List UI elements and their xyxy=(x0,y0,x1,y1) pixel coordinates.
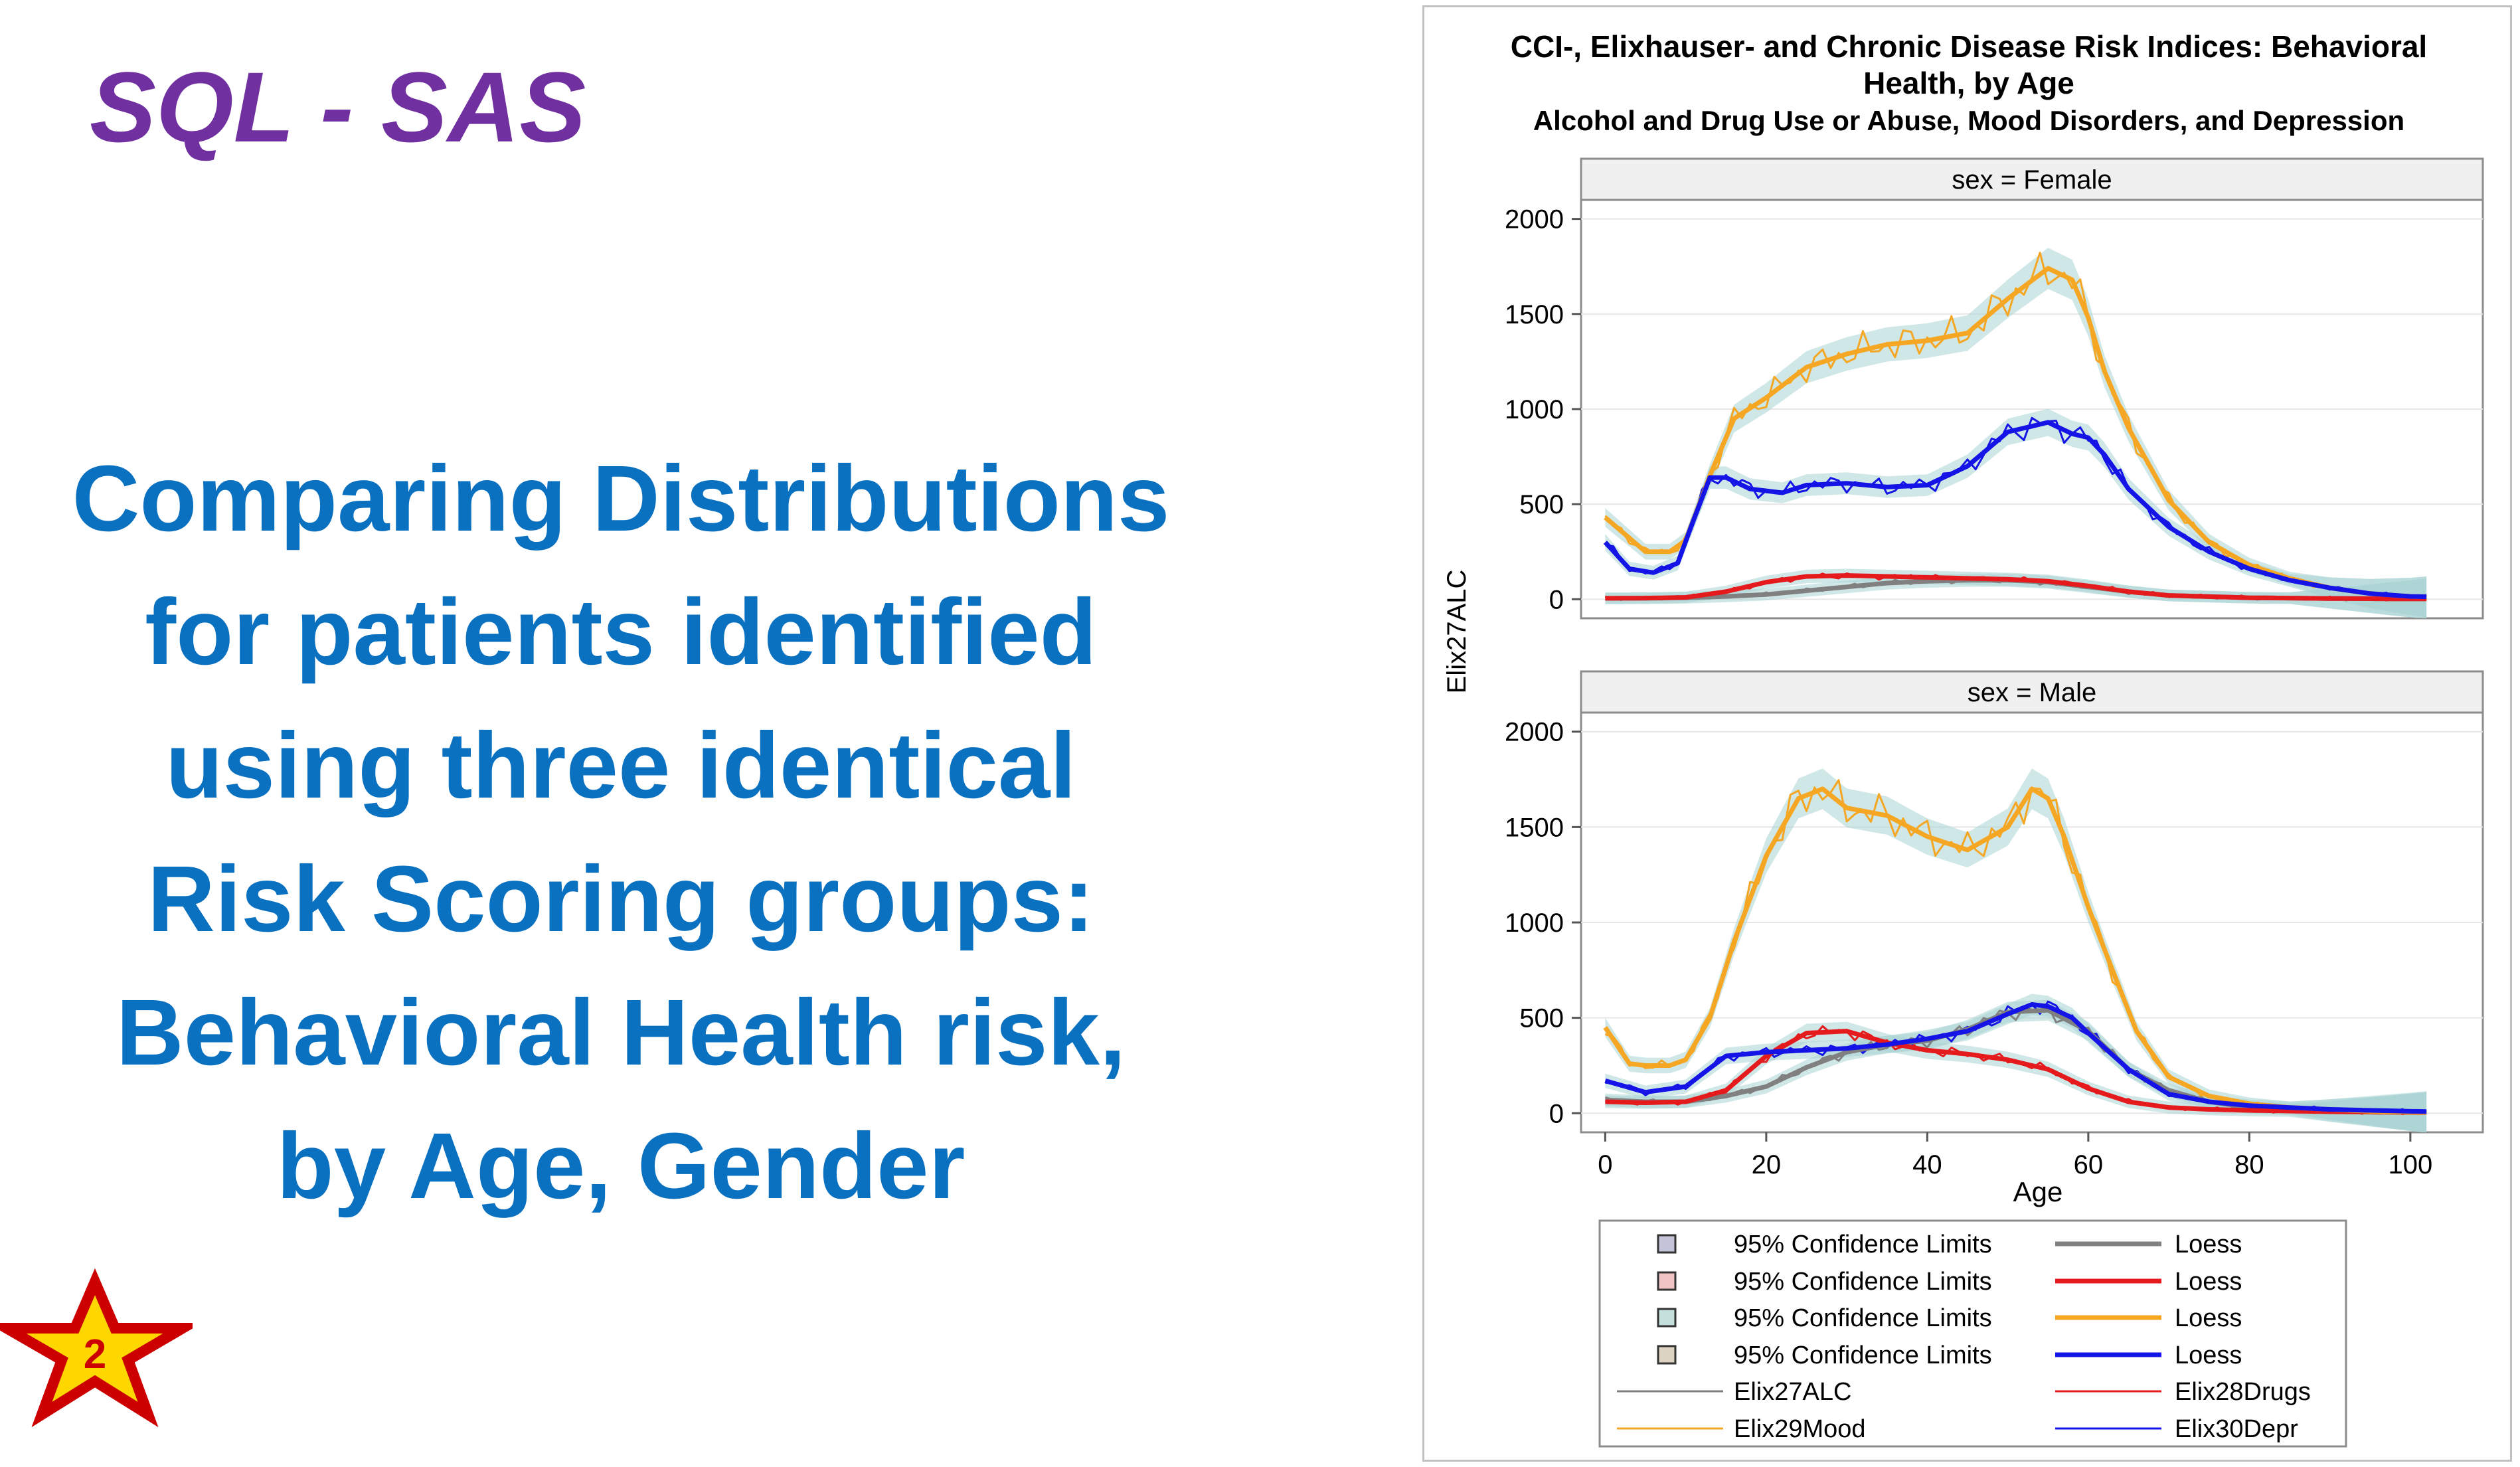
y-tick-label: 500 xyxy=(1519,1004,1564,1033)
panel-strip-label: sex = Female xyxy=(1952,165,2112,195)
legend-label: 95% Confidence Limits xyxy=(1734,1341,1992,1369)
y-tick-label: 0 xyxy=(1549,1099,1564,1128)
panel-2: sex = Male 0 500 1000 1500 2000 xyxy=(1505,670,2484,1134)
legend-swatch-band xyxy=(1657,1345,1677,1365)
x-tick-label: 40 xyxy=(1912,1150,1942,1179)
body-line-5: Behavioral Health risk, xyxy=(116,980,1126,1084)
loess-chart: CCI-, Elixhauser- and Chronic Disease Ri… xyxy=(1442,29,2484,1448)
chart-title-line-1: CCI-, Elixhauser- and Chronic Disease Ri… xyxy=(1511,29,2427,64)
y-tick-label: 2000 xyxy=(1505,205,1564,234)
star-badge-icon: 2 xyxy=(0,1268,193,1428)
confidence-band xyxy=(1605,573,2427,618)
legend-swatch-band xyxy=(1657,1234,1677,1254)
y-tick-label: 500 xyxy=(1519,490,1564,519)
loess-line-elix28drugs xyxy=(1605,1029,2427,1115)
x-axis-label: Age xyxy=(2013,1176,2063,1207)
y-tick-label: 1000 xyxy=(1505,908,1564,938)
body-line-3: using three identical xyxy=(165,713,1076,818)
legend-swatch-band xyxy=(1657,1308,1677,1328)
legend-label: Elix30Depr xyxy=(2175,1415,2298,1443)
slide-title: SQL - SAS xyxy=(90,51,586,163)
x-tick-label: 60 xyxy=(2074,1150,2104,1179)
y-tick-label: 1500 xyxy=(1505,300,1564,329)
legend-label: Loess xyxy=(2175,1231,2242,1258)
y-tick-label: 1500 xyxy=(1505,813,1564,842)
x-tick-label: 80 xyxy=(2234,1150,2264,1179)
legend-label: Loess xyxy=(2175,1268,2242,1296)
legend-label: Elix27ALC xyxy=(1734,1378,1851,1406)
legend-label: Loess xyxy=(2175,1304,2242,1332)
star-shape xyxy=(0,1268,193,1428)
confidence-band xyxy=(1605,568,2427,618)
legend-label: 95% Confidence Limits xyxy=(1734,1304,1992,1332)
y-tick-label: 0 xyxy=(1549,585,1564,614)
legend-label: Elix28Drugs xyxy=(2175,1378,2311,1406)
legend-label: 95% Confidence Limits xyxy=(1734,1268,1992,1296)
legend-label: Elix29Mood xyxy=(1734,1415,1866,1443)
panels-layer: sex = Female 0 500 1000 1500 2000 sex = Male 0 5… xyxy=(1505,157,2484,1134)
body-line-2: for patients identified xyxy=(145,579,1097,684)
legend-swatch-band xyxy=(1657,1271,1677,1291)
body-line-6: by Age, Gender xyxy=(276,1113,966,1218)
y-tick-label: 1000 xyxy=(1505,395,1564,424)
x-tick-label: 20 xyxy=(1752,1150,1782,1179)
panel-1: sex = Female 0 500 1000 1500 2000 xyxy=(1505,157,2484,620)
chart-subtitle: Alcohol and Drug Use or Abuse, Mood Diso… xyxy=(1533,105,2404,136)
chart-title-line-2: Health, by Age xyxy=(1863,66,2074,100)
body-line-4: Risk Scoring groups: xyxy=(147,846,1094,951)
y-tick-label: 2000 xyxy=(1505,718,1564,747)
panel-strip-label: sex = Male xyxy=(1968,678,2097,707)
chart-frame: CCI-, Elixhauser- and Chronic Disease Ri… xyxy=(1422,5,2512,1462)
star-number: 2 xyxy=(84,1332,106,1377)
legend-label: 95% Confidence Limits xyxy=(1734,1231,1992,1258)
legend-label: Loess xyxy=(2175,1341,2242,1369)
loess-line-elix30depr xyxy=(1604,1002,2427,1114)
y-axis-label: Elix27ALC xyxy=(1442,570,1471,694)
slide-body-text: Comparing Distributions for patients ide… xyxy=(40,432,1202,1233)
chart-legend: 95% Confidence Limits Loess 95% Confidence… xyxy=(1598,1219,2347,1448)
x-axis: 0 20 40 60 80 100 xyxy=(1598,1132,2432,1179)
loess-line-elix30depr xyxy=(1603,420,2427,600)
legend-box xyxy=(1598,1219,2347,1448)
x-tick-label: 0 xyxy=(1598,1150,1612,1179)
x-tick-label: 100 xyxy=(2389,1150,2433,1179)
loess-line-elix28drugs xyxy=(1605,573,2427,602)
body-line-1: Comparing Distributions xyxy=(72,446,1170,551)
